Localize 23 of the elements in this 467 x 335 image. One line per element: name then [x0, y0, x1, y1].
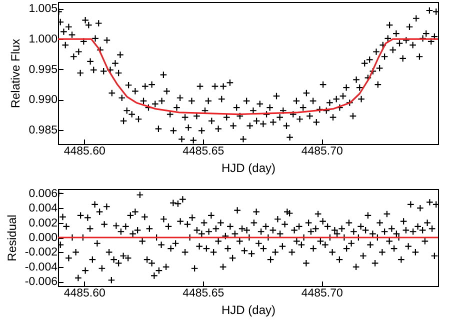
y-tick-label: 0.990 [28, 94, 58, 106]
x-tick-label: 4485.60 [64, 146, 106, 158]
x-tick-label: 4485.65 [182, 288, 224, 300]
y-tick-label: -0.006 [24, 276, 58, 288]
x-tick-label: 4485.70 [301, 146, 343, 158]
y-tick-label: 0.985 [28, 124, 58, 137]
x-tick-label: 4485.70 [301, 288, 343, 300]
y-tick-label: 1.000 [28, 34, 58, 46]
y-tick-label: 0.006 [28, 188, 58, 200]
y-tick-label: 0.004 [28, 202, 58, 215]
y-tick-label: 0.995 [28, 64, 58, 76]
x-tick-label: 4485.60 [64, 288, 106, 300]
y-tick-label: -0.002 [24, 246, 58, 259]
x-tick-label: 4485.65 [182, 146, 224, 158]
y-tick-label: 0.000 [28, 232, 58, 244]
x-axis-title: HJD (day) [221, 303, 276, 317]
y-tick-label: -0.004 [24, 261, 58, 274]
line-series [58, 38, 438, 116]
x-axis-title: HJD (day) [221, 161, 276, 175]
y-tick-label: 0.002 [28, 217, 58, 230]
y-axis-title: Residual [4, 214, 19, 262]
y-axis-title: Relative Flux [8, 38, 23, 108]
y-tick-label: 1.005 [28, 3, 58, 16]
